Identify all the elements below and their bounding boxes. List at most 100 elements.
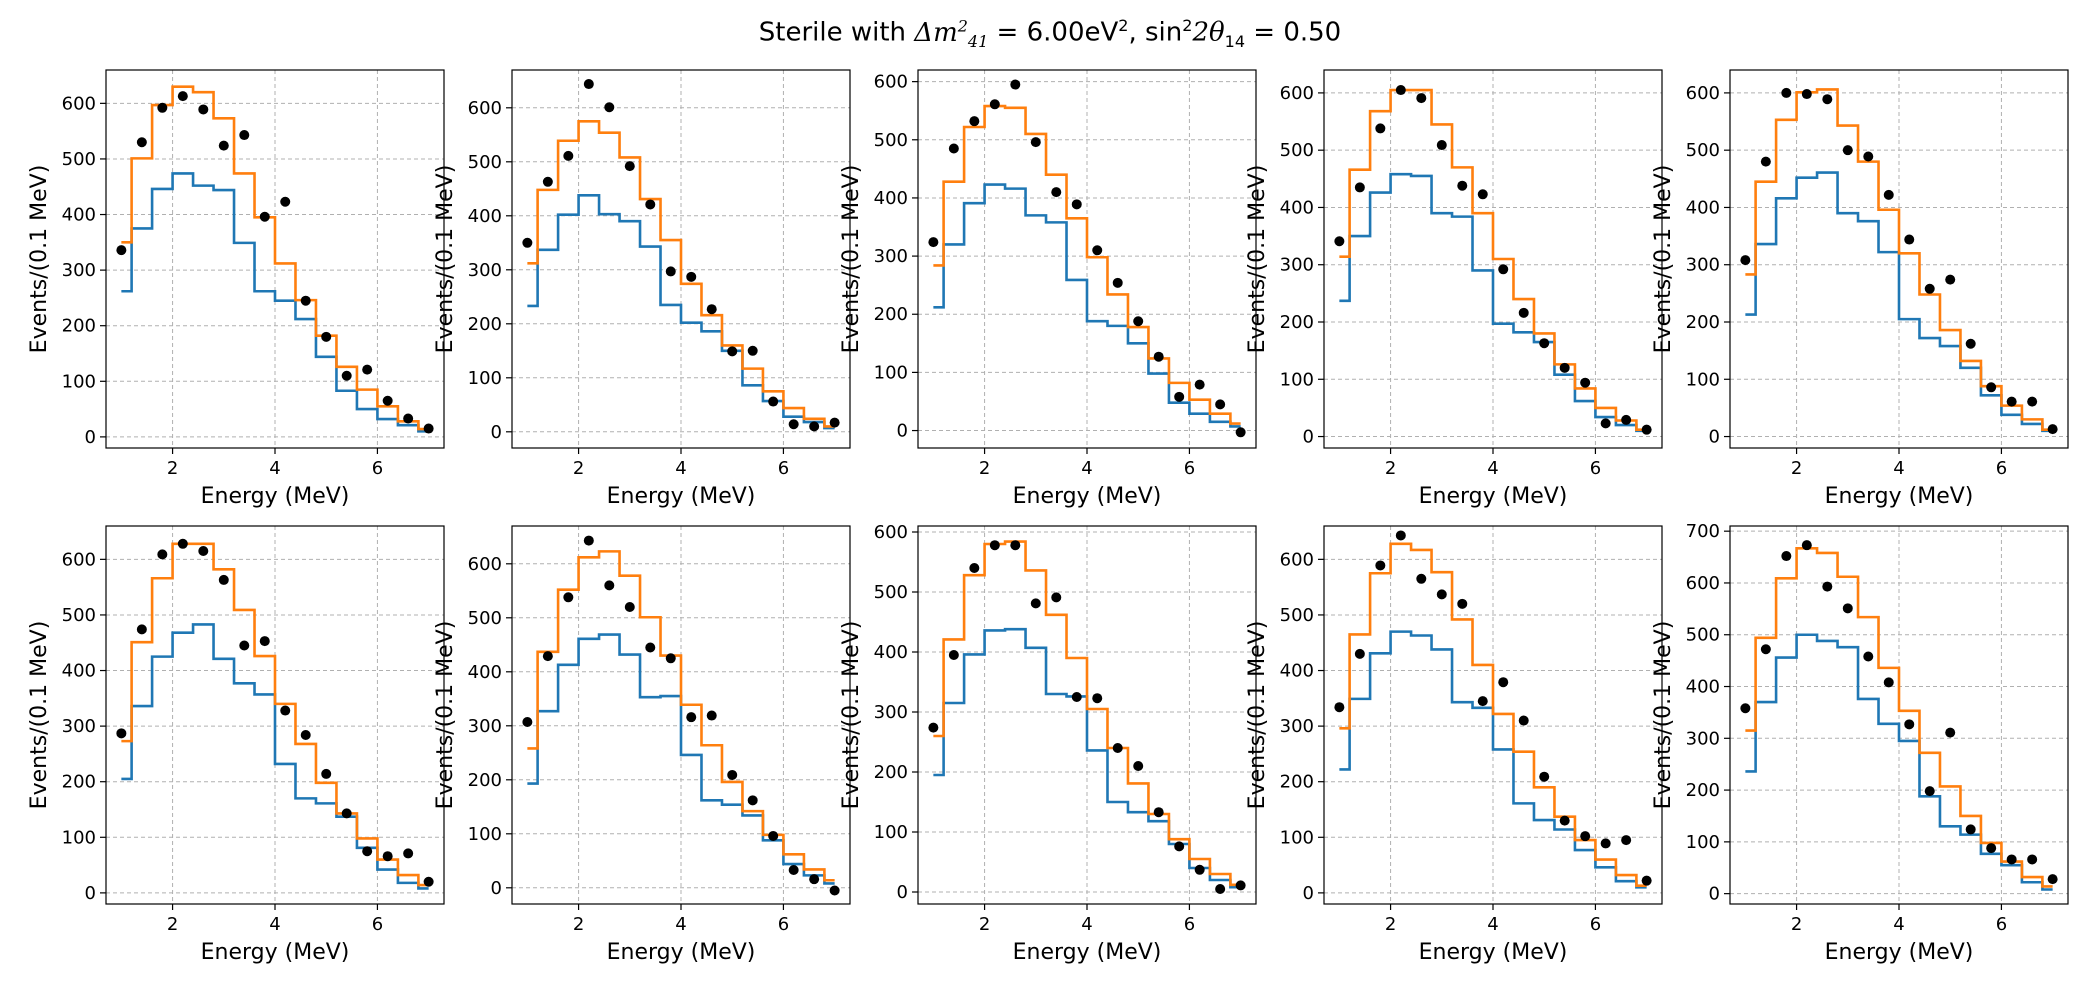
data-point xyxy=(423,876,434,887)
y-tick-label: 400 xyxy=(1280,197,1314,218)
data-point xyxy=(1395,530,1406,541)
y-tick-label: 600 xyxy=(874,522,908,543)
subplot-7: 2 4 6 0 100 200 300 400 500 600 Energy (MeV) Events… xyxy=(433,525,851,965)
y-tick-label: 400 xyxy=(468,206,502,227)
data-point xyxy=(686,271,697,282)
y-tick-label: 600 xyxy=(62,549,96,570)
y-tick-label: 400 xyxy=(62,205,96,226)
data-point xyxy=(1801,540,1812,551)
data-point xyxy=(239,130,250,141)
data-point xyxy=(1801,89,1812,100)
y-tick-label: 300 xyxy=(1280,716,1314,737)
data-point xyxy=(1539,771,1550,782)
x-tick-label: 6 xyxy=(1590,458,1601,479)
data-point xyxy=(1863,651,1874,662)
data-point xyxy=(747,795,758,806)
series-2-step-line xyxy=(527,550,835,882)
data-point xyxy=(989,99,1000,110)
y-tick-label: 100 xyxy=(468,824,502,845)
x-tick-label: 2 xyxy=(167,458,178,479)
x-tick-label: 6 xyxy=(1996,914,2007,935)
data-point xyxy=(1215,399,1226,410)
data-point xyxy=(989,540,1000,551)
data-point xyxy=(136,137,147,148)
y-tick-label: 200 xyxy=(874,304,908,325)
x-tick-label: 2 xyxy=(979,458,990,479)
data-point xyxy=(1153,351,1164,362)
x-axis-label: Energy (MeV) xyxy=(607,940,756,965)
subplot-1: 2 4 6 0 100 200 300 400 500 600 Energy (MeV) Events… xyxy=(27,69,445,509)
y-tick-label: 600 xyxy=(468,98,502,119)
series-2-step-line xyxy=(1745,546,2053,888)
series-2-step-line xyxy=(121,85,429,431)
data-point xyxy=(604,580,615,591)
y-axis-label: Events/(0.1 MeV) xyxy=(27,165,52,354)
data-point xyxy=(1498,264,1509,275)
data-point xyxy=(1030,137,1041,148)
y-tick-label: 500 xyxy=(62,605,96,626)
data-point xyxy=(1842,603,1853,614)
y-tick-label: 400 xyxy=(468,662,502,683)
data-point xyxy=(1174,391,1185,402)
x-tick-label: 4 xyxy=(1487,914,1498,935)
x-tick-label: 2 xyxy=(573,458,584,479)
series-1-step-line xyxy=(933,183,1241,428)
data-point xyxy=(1740,703,1751,714)
x-tick-label: 6 xyxy=(1184,458,1195,479)
data-point xyxy=(1133,316,1144,327)
y-tick-label: 200 xyxy=(1686,780,1720,801)
data-point xyxy=(809,874,820,885)
y-tick-label: 0 xyxy=(1709,427,1720,448)
y-tick-label: 600 xyxy=(874,72,908,93)
data-point xyxy=(1153,807,1164,818)
data-point xyxy=(1924,283,1935,294)
y-axis-label: Events/(0.1 MeV) xyxy=(839,165,864,354)
series-1-step-line xyxy=(1745,171,2053,433)
data-point xyxy=(280,196,291,207)
data-point xyxy=(1559,815,1570,826)
data-point xyxy=(177,538,188,549)
y-tick-label: 200 xyxy=(62,316,96,337)
subplot-3: 2 4 6 0 100 200 300 400 500 600 Energy (MeV) Events… xyxy=(839,69,1257,509)
data-point xyxy=(1600,418,1611,429)
y-axis-label: Events/(0.1 MeV) xyxy=(1245,165,1270,354)
x-tick-label: 2 xyxy=(1385,458,1396,479)
data-point xyxy=(1781,551,1792,562)
data-point xyxy=(177,91,188,102)
y-axis-label: Events/(0.1 MeV) xyxy=(1651,165,1676,354)
y-tick-label: 600 xyxy=(62,93,96,114)
data-point xyxy=(1194,379,1205,390)
data-point xyxy=(1354,648,1365,659)
data-point xyxy=(2006,854,2017,865)
subplot-6: 2 4 6 0 100 200 300 400 500 600 Energy (MeV) Events… xyxy=(27,525,445,965)
data-point xyxy=(1641,424,1652,435)
y-tick-label: 0 xyxy=(897,882,908,903)
y-axis-label: Events/(0.1 MeV) xyxy=(27,621,52,810)
y-tick-label: 100 xyxy=(874,822,908,843)
x-tick-label: 6 xyxy=(372,914,383,935)
y-tick-label: 300 xyxy=(874,702,908,723)
data-point xyxy=(1904,234,1915,245)
data-point xyxy=(1092,693,1103,704)
data-point xyxy=(788,864,799,875)
data-point xyxy=(321,768,332,779)
y-tick-label: 100 xyxy=(1280,369,1314,390)
y-tick-label: 0 xyxy=(1303,883,1314,904)
data-point xyxy=(1822,581,1833,592)
series-2-step-line xyxy=(1339,542,1647,887)
data-point xyxy=(542,176,553,187)
x-axis-label: Energy (MeV) xyxy=(1013,940,1162,965)
y-tick-label: 200 xyxy=(468,770,502,791)
x-axis-label: Energy (MeV) xyxy=(1013,484,1162,509)
y-tick-label: 300 xyxy=(1280,255,1314,276)
x-axis-label: Energy (MeV) xyxy=(201,940,350,965)
data-point xyxy=(1395,85,1406,96)
x-tick-label: 6 xyxy=(1184,914,1195,935)
y-tick-label: 300 xyxy=(62,716,96,737)
data-point xyxy=(563,592,574,603)
data-point xyxy=(2047,424,2058,435)
data-point xyxy=(1457,180,1468,191)
data-point xyxy=(1580,831,1591,842)
x-tick-label: 4 xyxy=(1081,458,1092,479)
series-1-step-line xyxy=(121,172,429,433)
